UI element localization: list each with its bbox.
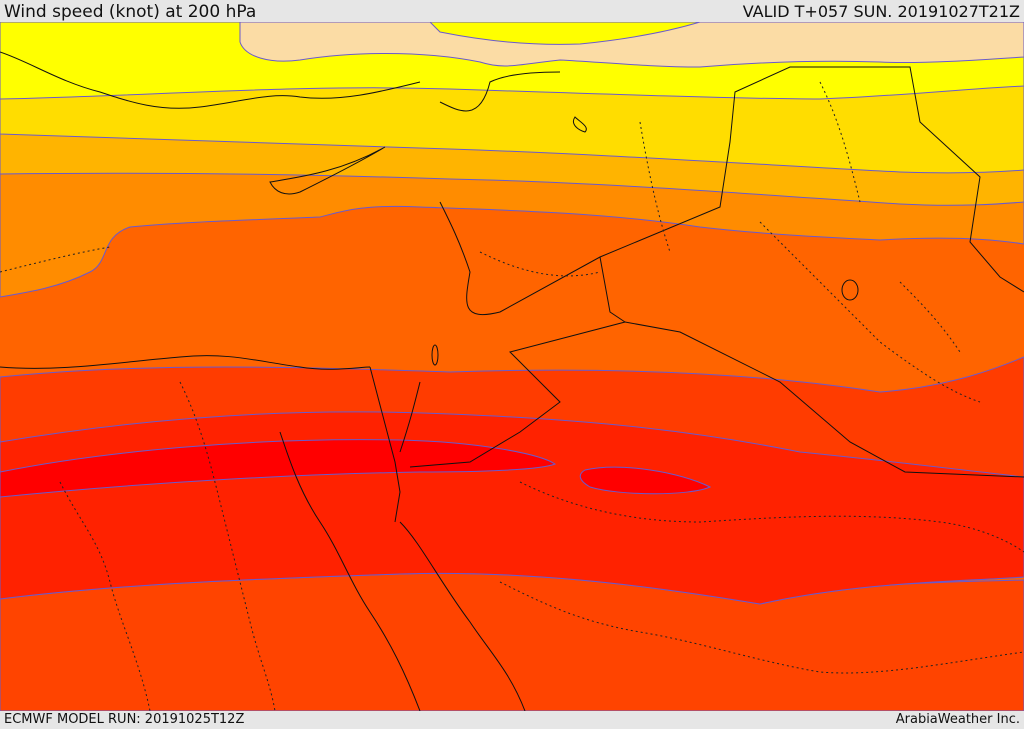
wind-speed-map-svg	[0, 22, 1024, 711]
valid-time-label: VALID T+057 SUN. 20191027T21Z	[742, 2, 1020, 21]
boundaries-dotted	[0, 81, 1024, 711]
lake-north	[572, 116, 587, 133]
header-bar	[0, 0, 1024, 22]
lake-east	[841, 279, 859, 301]
band-pale-north	[239, 22, 1024, 68]
jet-core-east	[579, 466, 712, 495]
map-title: Wind speed (knot) at 200 hPa	[4, 2, 257, 22]
band-yellow-strip	[429, 22, 701, 45]
band-south-orange	[0, 571, 1024, 711]
provider-label: ArabiaWeather Inc.	[895, 712, 1020, 727]
model-run-label: ECMWF MODEL RUN: 20191025T12Z	[4, 712, 245, 727]
footer-bar	[0, 711, 1024, 729]
boundaries-solid	[0, 51, 1024, 711]
weather-map	[0, 22, 1024, 711]
dead-sea	[431, 344, 439, 366]
jet-core-west	[0, 439, 557, 498]
